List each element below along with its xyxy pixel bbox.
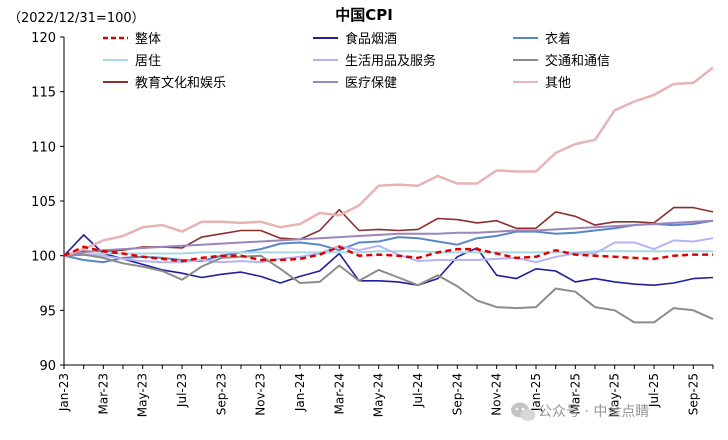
- x-tick-label: Jul-25: [647, 373, 661, 408]
- x-tick-label: Sep-23: [214, 373, 228, 415]
- x-tick-label: Jul-24: [411, 373, 425, 408]
- axes: 90 95 100 105 110 115 120 Jan-23 Mar-23 May-23 Jul…: [31, 31, 714, 417]
- x-tick-label: May-25: [608, 373, 622, 417]
- x-tick-label: May-24: [372, 373, 386, 417]
- x-tick-label: Sep-24: [450, 373, 464, 415]
- wechat-icon: [511, 402, 536, 421]
- y-tick-label: 120: [31, 31, 56, 46]
- y-tick-label: 100: [31, 250, 56, 265]
- x-tick-label: Mar-24: [332, 373, 346, 414]
- series-line-7: [63, 206, 714, 257]
- x-tick-label: Mar-23: [96, 373, 110, 414]
- series-line-1: [63, 245, 713, 263]
- series-line-5: [63, 237, 714, 264]
- y-tick-label: 90: [39, 359, 56, 374]
- legend-label-2: 食品烟酒: [345, 31, 397, 47]
- legend-label-1: 整体: [135, 32, 161, 47]
- y-tick-label: 105: [31, 195, 56, 210]
- series-layer: [63, 66, 714, 324]
- y-tick-label: 110: [31, 140, 56, 155]
- legend-label-5: 生活用品及服务: [345, 53, 436, 69]
- x-tick-label: Jan-23: [57, 373, 71, 412]
- legend-label-3: 衣着: [545, 31, 571, 47]
- x-tick-label: Nov-23: [254, 373, 268, 416]
- watermark-text: 公众号 · 中金点睛: [538, 404, 649, 420]
- series-line-8: [63, 219, 714, 257]
- x-tick-label: Jan-25: [529, 373, 543, 412]
- legend-label-4: 居住: [135, 54, 161, 69]
- index-base-note: （2022/12/31=100）: [8, 11, 145, 26]
- series-line-4: [63, 250, 713, 257]
- y-tick-label: 95: [39, 304, 56, 319]
- x-tick-label: Jan-24: [293, 373, 307, 412]
- x-tick-label: Sep-25: [686, 373, 700, 415]
- legend-label-6: 交通和通信: [545, 53, 610, 69]
- series-line-2: [63, 234, 714, 287]
- legend-label-7: 教育文化和娱乐: [135, 75, 226, 91]
- x-tick-label: Nov-24: [490, 373, 504, 416]
- legend-label-8: 医疗保健: [345, 76, 397, 91]
- y-tick-label: 115: [31, 86, 56, 101]
- series-line-6: [63, 253, 714, 324]
- legend-label-9: 其他: [545, 76, 571, 91]
- series-line-9: [63, 66, 714, 257]
- chart-title: 中国CPI: [335, 6, 393, 24]
- x-tick-label: Mar-25: [568, 373, 582, 414]
- x-tick-label: Jul-23: [175, 373, 189, 408]
- x-tick-label: May-23: [136, 373, 150, 417]
- watermark: 公众号 · 中金点睛: [511, 402, 649, 421]
